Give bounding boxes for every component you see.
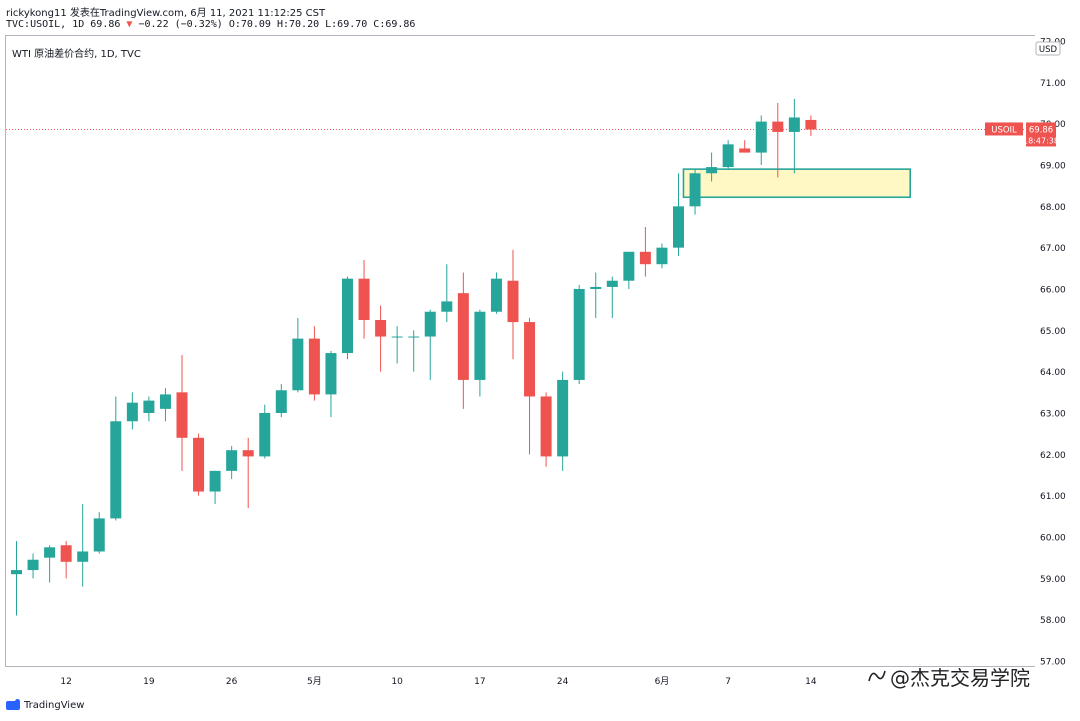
ohlc-values: O:70.09 H:70.20 L:69.70 C:69.86 bbox=[228, 19, 416, 30]
candle-body bbox=[11, 570, 22, 575]
x-tick-label: 12 bbox=[60, 677, 71, 687]
candle-body bbox=[457, 293, 469, 380]
chart-pane[interactable] bbox=[5, 35, 1035, 667]
bar-countdown-label: 18:47:38 bbox=[1023, 136, 1059, 145]
y-tick-label: 68.00 bbox=[1040, 203, 1066, 213]
watermark-text: @杰克交易学院 bbox=[890, 666, 1030, 690]
currency-label: USD bbox=[1039, 45, 1058, 55]
candle-body bbox=[375, 320, 387, 337]
x-tick-label: 6月 bbox=[655, 676, 670, 687]
change-value: −0.22 (−0.32%) bbox=[138, 19, 223, 30]
candle-body bbox=[408, 336, 420, 338]
candle-body bbox=[441, 301, 453, 312]
candle-body bbox=[540, 396, 552, 457]
y-tick-label: 69.00 bbox=[1040, 162, 1066, 172]
x-tick-label: 14 bbox=[805, 677, 817, 687]
candle-body bbox=[557, 379, 569, 457]
candle-body bbox=[176, 392, 188, 438]
candle-body bbox=[689, 173, 701, 207]
current-price-label: 69.86 bbox=[1029, 125, 1053, 135]
y-tick-label: 64.00 bbox=[1040, 368, 1066, 378]
candle-body bbox=[259, 413, 271, 457]
candle-body bbox=[93, 518, 105, 552]
candle-body bbox=[193, 437, 205, 492]
candle-body bbox=[739, 148, 751, 153]
candle-body bbox=[706, 167, 718, 174]
candle-body bbox=[507, 280, 519, 323]
candle-body bbox=[490, 278, 502, 312]
candle-body bbox=[673, 206, 684, 248]
x-tick-label: 10 bbox=[391, 677, 403, 687]
x-tick-label: 17 bbox=[474, 677, 485, 687]
x-tick-label: 26 bbox=[226, 677, 238, 687]
candle-body bbox=[788, 117, 800, 132]
y-tick-label: 65.00 bbox=[1040, 327, 1066, 337]
candle-body bbox=[606, 280, 618, 287]
y-tick-label: 57.00 bbox=[1040, 658, 1066, 668]
x-tick-label: 5月 bbox=[307, 676, 322, 687]
y-tick-label: 63.00 bbox=[1040, 410, 1066, 420]
symbol-ohlc-line: TVC:USOIL, 1D 69.86 ▼ −0.22 (−0.32%) O:7… bbox=[6, 19, 415, 30]
x-tick-label: 19 bbox=[143, 677, 155, 687]
candle-body bbox=[474, 311, 486, 380]
y-tick-label: 67.00 bbox=[1040, 244, 1066, 254]
candle-body bbox=[27, 559, 39, 571]
candle-body bbox=[44, 547, 56, 558]
y-tick-label: 58.00 bbox=[1040, 616, 1066, 626]
x-tick-label: 7 bbox=[725, 677, 731, 687]
candle-body bbox=[755, 121, 767, 153]
candle-body bbox=[342, 278, 353, 354]
candle-body bbox=[590, 286, 602, 289]
candle-body bbox=[325, 353, 337, 395]
current-price-tag bbox=[1026, 122, 1056, 147]
candle-body bbox=[524, 322, 536, 397]
candle-body bbox=[772, 121, 784, 132]
candle-body bbox=[358, 278, 370, 320]
change-arrow-icon: ▼ bbox=[126, 19, 133, 30]
candle-body bbox=[656, 247, 668, 265]
support-zone-rectangle bbox=[682, 168, 912, 199]
tradingview-brand: TradingView bbox=[24, 700, 85, 711]
chart-legend: WTI 原油差价合约, 1D, TVC bbox=[12, 49, 141, 60]
tradingview-logo-icon bbox=[6, 699, 20, 710]
candle-body bbox=[805, 119, 817, 130]
candle-body bbox=[275, 390, 287, 413]
y-tick-label: 66.00 bbox=[1040, 286, 1066, 296]
candle-body bbox=[143, 400, 155, 413]
candle-body bbox=[60, 545, 72, 562]
candle-body bbox=[77, 551, 89, 562]
candle-body bbox=[159, 394, 171, 409]
tradingview-logo: TradingView bbox=[6, 699, 85, 711]
candle-body bbox=[110, 421, 122, 519]
chart-publish-info: rickykong11 发表在TradingView.com, 6月 11, 2… bbox=[6, 8, 326, 19]
symbol-price-tag bbox=[985, 122, 1023, 136]
candle-body bbox=[722, 144, 734, 168]
candle-body bbox=[573, 289, 585, 380]
watermark-icon bbox=[868, 670, 886, 682]
symbol-price-tag-label: USOIL bbox=[991, 125, 1017, 135]
currency-badge bbox=[1035, 41, 1061, 56]
candle-body bbox=[308, 338, 320, 395]
candle-body bbox=[226, 450, 238, 471]
candle-body bbox=[209, 470, 221, 492]
candle-body bbox=[623, 251, 635, 281]
y-tick-label: 60.00 bbox=[1040, 534, 1066, 544]
y-tick-label: 59.00 bbox=[1040, 575, 1066, 585]
candle-body bbox=[242, 450, 254, 457]
y-tick-label: 61.00 bbox=[1040, 492, 1066, 502]
candle-body bbox=[424, 311, 436, 337]
candle-body bbox=[639, 251, 651, 265]
y-tick-label: 62.00 bbox=[1040, 451, 1066, 461]
candle-body bbox=[292, 338, 304, 391]
y-tick-label: 71.00 bbox=[1040, 79, 1066, 89]
candle-body bbox=[391, 336, 403, 338]
x-tick-label: 24 bbox=[557, 677, 569, 687]
symbol-label: TVC:USOIL, 1D 69.86 bbox=[6, 19, 121, 30]
candle-body bbox=[126, 402, 138, 422]
